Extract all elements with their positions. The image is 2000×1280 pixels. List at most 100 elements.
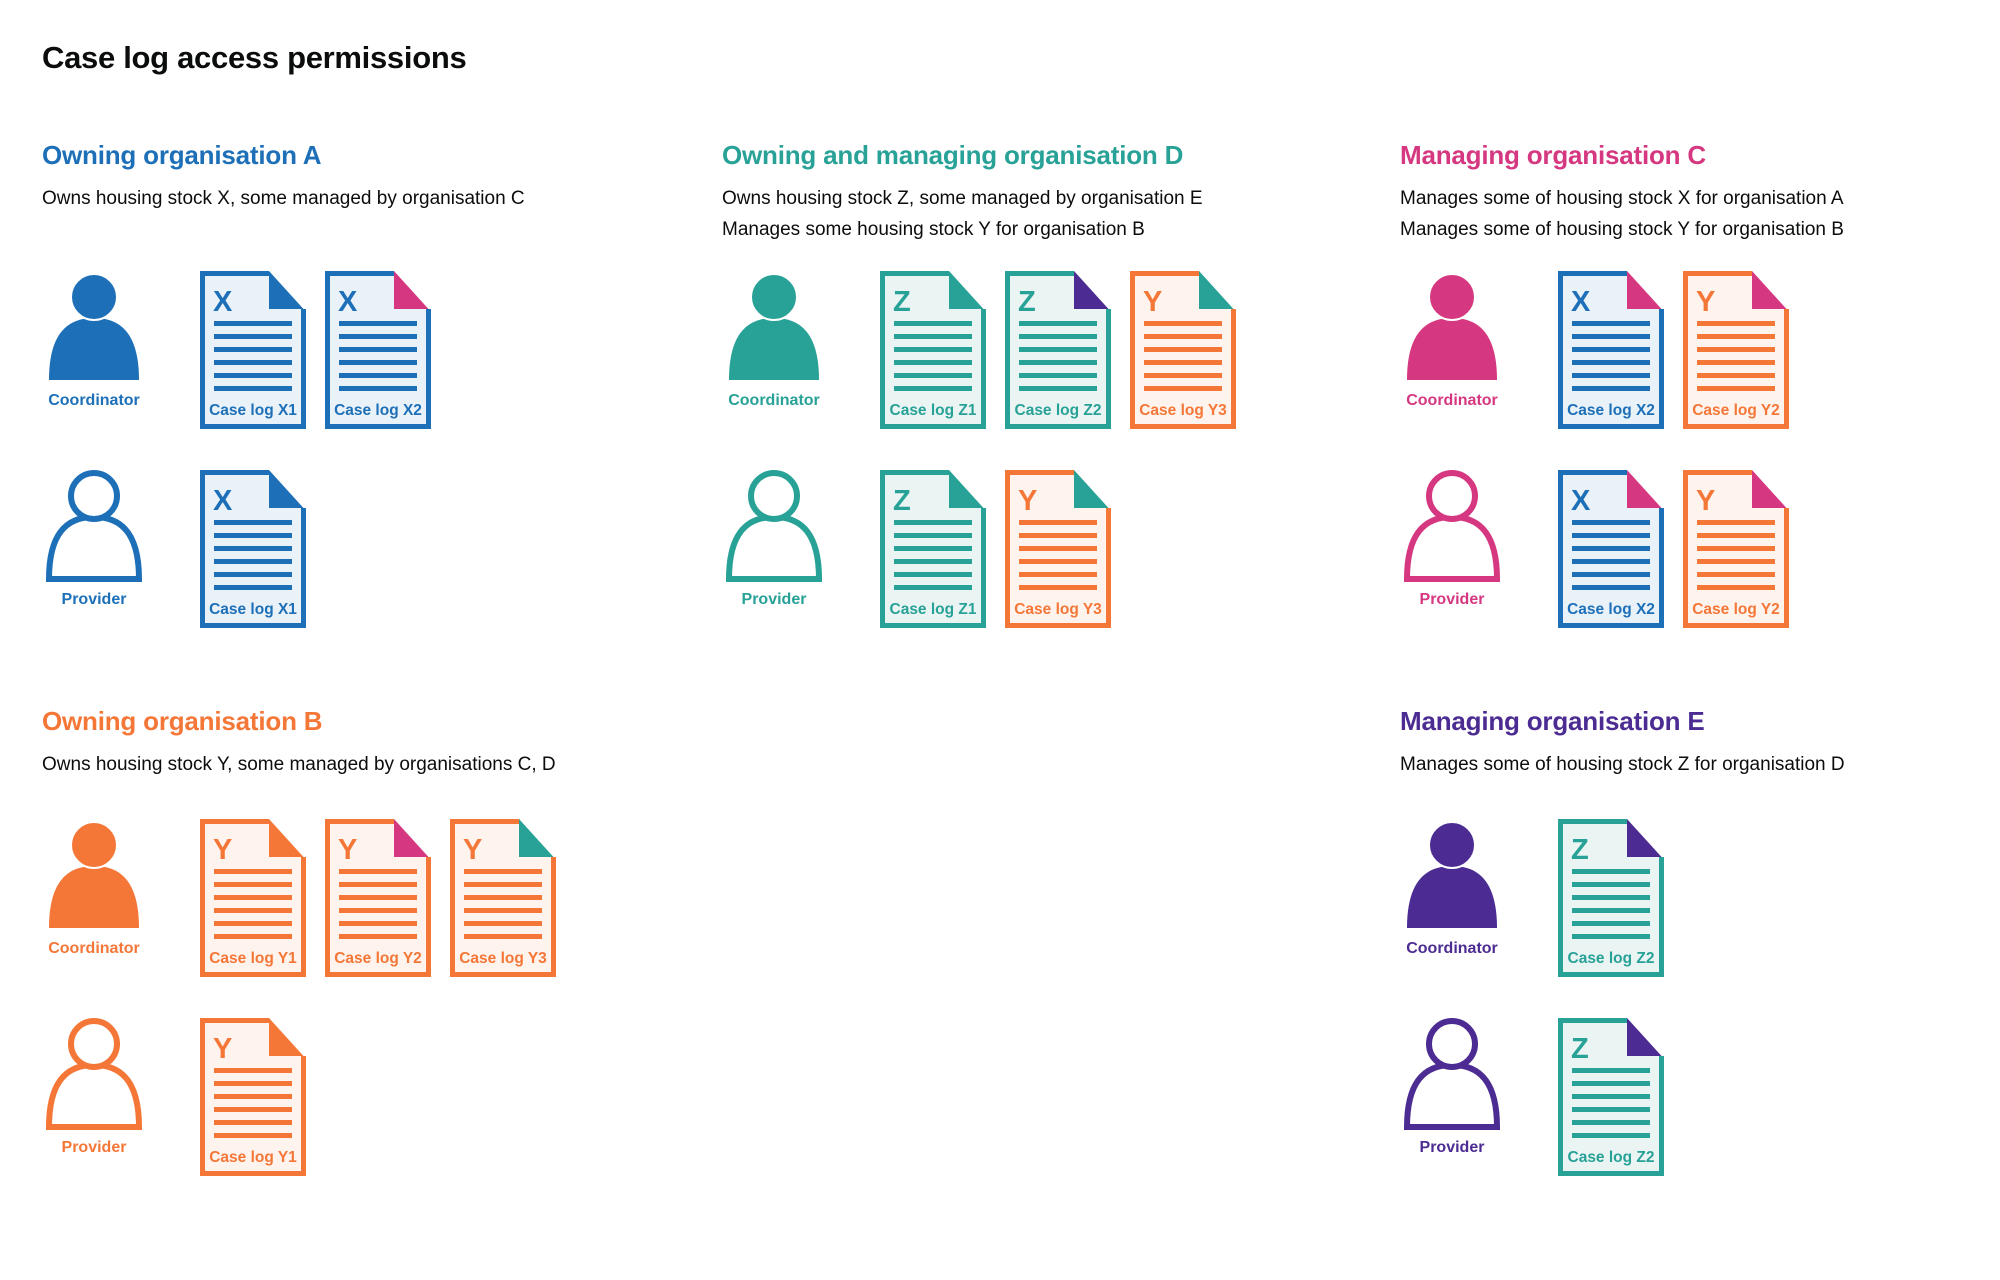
provider-row: Provider X Case log X1 bbox=[42, 470, 525, 628]
section-description: Manages some of housing stock X for orga… bbox=[1400, 183, 1844, 245]
doc-letter: Y bbox=[1696, 485, 1715, 517]
section-org-d: Owning and managing organisation D Owns h… bbox=[722, 140, 1236, 628]
doc-label: Case log Z2 bbox=[1568, 1149, 1655, 1166]
document-folded-corner-icon: Y Case log Y2 bbox=[1683, 470, 1789, 628]
role-rows: Coordinator Z Case log Z1 Z Case log Z2 Y Case… bbox=[722, 271, 1236, 628]
doc-label: Case log Y1 bbox=[209, 950, 297, 967]
role-label: Coordinator bbox=[48, 940, 140, 957]
section-org-e: Managing organisation E Manages some of h… bbox=[1400, 706, 1845, 1176]
document-folded-corner-icon: Z Case log Z2 bbox=[1005, 271, 1111, 429]
person-block: Provider bbox=[722, 470, 880, 609]
doc-label: Case log Z2 bbox=[1015, 402, 1102, 419]
role-label: Provider bbox=[61, 591, 127, 608]
folded-corner bbox=[394, 271, 429, 309]
doc-label: Case log Y1 bbox=[209, 1149, 297, 1166]
person-inner: Coordinator bbox=[42, 271, 146, 410]
section-org-c: Managing organisation C Manages some of h… bbox=[1400, 140, 1844, 628]
doc-letter: Z bbox=[893, 485, 911, 517]
folded-corner bbox=[269, 271, 304, 309]
document-folded-corner-icon: X Case log X1 bbox=[200, 271, 306, 429]
document-folded-corner-icon: X Case log X2 bbox=[1558, 470, 1664, 628]
section-org-a: Owning organisation A Owns housing stock … bbox=[42, 140, 525, 628]
section-title: Owning and managing organisation D bbox=[722, 140, 1184, 170]
folded-corner bbox=[1627, 470, 1662, 508]
folded-corner bbox=[1627, 271, 1662, 309]
person-block: Provider bbox=[42, 1018, 200, 1157]
doc-label: Case log X2 bbox=[1567, 402, 1655, 419]
doc-letter: X bbox=[338, 286, 358, 318]
doc-label: Case log X2 bbox=[1567, 601, 1655, 618]
role-label: Provider bbox=[741, 591, 807, 608]
person-outline-icon bbox=[46, 470, 142, 582]
person-filled-icon bbox=[49, 273, 139, 380]
person-filled-icon bbox=[49, 821, 139, 928]
case-log-docs: X Case log X1 X Case log X2 bbox=[200, 271, 431, 429]
role-rows: Coordinator Z Case log Z2 Provider Z Case log… bbox=[1400, 819, 1845, 1176]
doc-label: Case log Y3 bbox=[1014, 601, 1102, 618]
folded-corner bbox=[1752, 470, 1787, 508]
document-folded-corner-icon: Y Case log Y3 bbox=[1130, 271, 1236, 429]
folded-corner bbox=[949, 470, 984, 508]
doc-letter: Y bbox=[338, 834, 357, 866]
folded-corner bbox=[1074, 271, 1109, 309]
doc-letter: X bbox=[1571, 286, 1591, 318]
person-block: Coordinator bbox=[1400, 819, 1558, 958]
section-description: Owns housing stock Y, some managed by or… bbox=[42, 749, 556, 793]
role-label: Coordinator bbox=[728, 392, 820, 409]
document-folded-corner-icon: Z Case log Z2 bbox=[1558, 819, 1664, 977]
person-inner: Coordinator bbox=[42, 819, 146, 958]
doc-letter: Z bbox=[893, 286, 911, 318]
doc-letter: X bbox=[1571, 485, 1591, 517]
section-description: Owns housing stock Z, some managed by or… bbox=[722, 183, 1236, 245]
doc-letter: Y bbox=[1018, 485, 1037, 517]
folded-corner bbox=[269, 470, 304, 508]
doc-letter: Z bbox=[1571, 1033, 1589, 1065]
doc-label: Case log X2 bbox=[334, 402, 422, 419]
person-inner: Coordinator bbox=[722, 271, 826, 410]
provider-row: Provider Z Case log Z2 bbox=[1400, 1018, 1845, 1176]
folded-corner bbox=[1199, 271, 1234, 309]
description-line: Manages some of housing stock X for orga… bbox=[1400, 188, 1844, 209]
document-folded-corner-icon: Z Case log Z1 bbox=[880, 271, 986, 429]
doc-label: Case log X1 bbox=[209, 402, 297, 419]
case-log-docs: Z Case log Z1 Z Case log Z2 Y Case log Y3 bbox=[880, 271, 1236, 429]
document-folded-corner-icon: Y Case log Y1 bbox=[200, 819, 306, 977]
section-title: Managing organisation C bbox=[1400, 140, 1706, 170]
document-folded-corner-icon: Z Case log Z1 bbox=[880, 470, 986, 628]
document-folded-corner-icon: Y Case log Y1 bbox=[200, 1018, 306, 1176]
person-filled-icon bbox=[1407, 821, 1497, 928]
case-log-docs: Z Case log Z2 bbox=[1558, 819, 1664, 977]
person-outline-icon bbox=[46, 1018, 142, 1130]
person-block: Provider bbox=[1400, 470, 1558, 609]
document-folded-corner-icon: X Case log X2 bbox=[1558, 271, 1664, 429]
doc-label: Case log Y2 bbox=[1692, 402, 1780, 419]
doc-label: Case log Y3 bbox=[459, 950, 547, 967]
role-rows: Coordinator X Case log X1 X Case log X2 Provi… bbox=[42, 271, 525, 628]
coordinator-row: Coordinator Z Case log Z1 Z Case log Z2 Y Case… bbox=[722, 271, 1236, 429]
coordinator-row: Coordinator Y Case log Y1 Y Case log Y2 Y Case… bbox=[42, 819, 556, 977]
document-folded-corner-icon: Z Case log Z2 bbox=[1558, 1018, 1664, 1176]
description-line: Manages some of housing stock Y for orga… bbox=[1400, 219, 1844, 240]
person-block: Coordinator bbox=[722, 271, 880, 410]
section-org-b: Owning organisation B Owns housing stock … bbox=[42, 706, 556, 1176]
section-title: Managing organisation E bbox=[1400, 706, 1705, 736]
case-log-docs: Z Case log Z2 bbox=[1558, 1018, 1664, 1176]
doc-letter: Z bbox=[1018, 286, 1036, 318]
role-label: Coordinator bbox=[1406, 392, 1498, 409]
folded-corner bbox=[1074, 470, 1109, 508]
document-folded-corner-icon: Y Case log Y2 bbox=[325, 819, 431, 977]
person-inner: Coordinator bbox=[1400, 819, 1504, 958]
description-line: Owns housing stock Z, some managed by or… bbox=[722, 188, 1203, 209]
folded-corner bbox=[269, 1018, 304, 1056]
coordinator-row: Coordinator X Case log X1 X Case log X2 bbox=[42, 271, 525, 429]
doc-label: Case log X1 bbox=[209, 601, 297, 618]
section-title: Owning organisation A bbox=[42, 140, 322, 170]
folded-corner bbox=[394, 819, 429, 857]
doc-letter: X bbox=[213, 485, 233, 517]
section-title: Owning organisation B bbox=[42, 706, 323, 736]
person-inner: Provider bbox=[722, 470, 826, 609]
folded-corner bbox=[1627, 1018, 1662, 1056]
description-line: Manages some housing stock Y for organis… bbox=[722, 219, 1145, 240]
doc-label: Case log Z1 bbox=[890, 601, 977, 618]
coordinator-row: Coordinator X Case log X2 Y Case log Y2 bbox=[1400, 271, 1844, 429]
